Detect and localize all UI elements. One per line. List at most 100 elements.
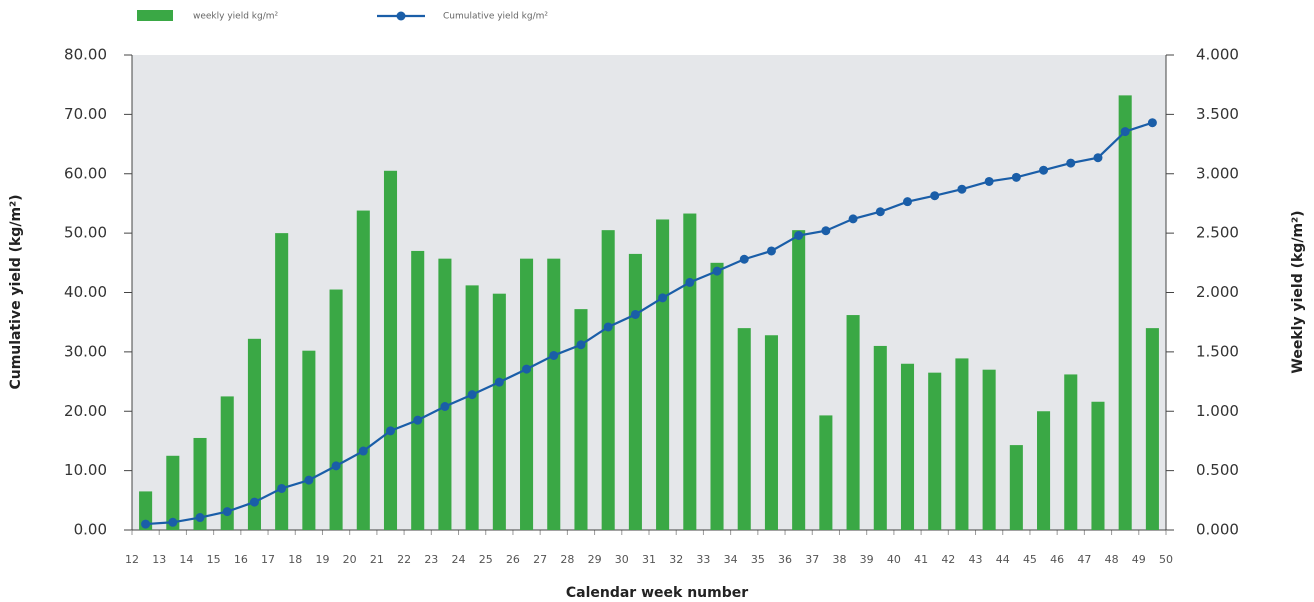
- y-tick-label: 0.00: [74, 521, 107, 539]
- x-tick-label: 23: [424, 553, 438, 566]
- bar: [465, 285, 479, 530]
- x-tick-label: 36: [778, 553, 792, 566]
- x-tick-label: 41: [914, 553, 928, 566]
- point: [794, 231, 804, 240]
- point: [522, 364, 532, 374]
- point: [494, 377, 504, 387]
- x-tick-label: 50: [1159, 553, 1173, 566]
- point: [903, 197, 912, 207]
- bar: [520, 258, 534, 530]
- point: [984, 176, 994, 186]
- x-tick-label: 35: [751, 553, 765, 566]
- bar: [1091, 401, 1105, 530]
- y2-tick-label: 3.000: [1196, 164, 1239, 182]
- bar: [166, 455, 180, 530]
- x-tick-label: 31: [642, 553, 656, 566]
- bar: [438, 258, 452, 530]
- y-tick-label: 40.00: [64, 283, 107, 301]
- point: [1093, 153, 1103, 163]
- x-tick-label: 24: [452, 553, 466, 566]
- point: [141, 519, 151, 529]
- bar: [193, 437, 207, 530]
- y2-tick-label: 4.000: [1196, 46, 1239, 64]
- x-tick-label: 18: [288, 553, 302, 566]
- bar: [492, 293, 506, 530]
- point: [848, 214, 858, 224]
- point: [630, 309, 640, 319]
- point: [739, 254, 749, 264]
- x-tick-label: 37: [805, 553, 819, 566]
- bar: [302, 350, 316, 530]
- bar: [1145, 328, 1159, 530]
- bar: [628, 253, 642, 530]
- y2-tick-label: 0.000: [1196, 521, 1239, 539]
- point: [1120, 127, 1130, 137]
- x-tick-label: 48: [1105, 553, 1119, 566]
- point: [685, 277, 695, 287]
- y-tick-label: 20.00: [64, 402, 107, 420]
- point: [195, 513, 205, 523]
- point: [930, 191, 940, 201]
- point: [304, 475, 314, 485]
- y2-tick-label: 1.000: [1196, 402, 1239, 420]
- legend-swatch: [137, 10, 173, 21]
- bar: [1037, 411, 1051, 530]
- point: [467, 390, 477, 400]
- point: [576, 340, 586, 350]
- bar: [900, 363, 915, 530]
- point: [712, 266, 722, 276]
- point: [277, 483, 287, 493]
- point: [821, 226, 831, 236]
- x-tick-label: 42: [941, 553, 955, 566]
- bar: [411, 250, 425, 530]
- point: [168, 517, 178, 527]
- x-tick-label: 26: [506, 553, 520, 566]
- x-tick-label: 15: [207, 553, 221, 566]
- x-tick-label: 40: [887, 553, 901, 566]
- point: [413, 415, 423, 425]
- bar: [547, 258, 561, 530]
- y2-tick-label: 0.500: [1196, 461, 1239, 479]
- bar: [329, 289, 343, 530]
- point: [249, 497, 259, 507]
- point: [1011, 172, 1021, 182]
- line: [145, 121, 1153, 526]
- x-tick-label: 38: [832, 553, 846, 566]
- x-axis-label: Calendar week number: [566, 585, 748, 601]
- x-tick-label: 28: [560, 553, 574, 566]
- point: [875, 207, 885, 217]
- y2-axis-label: Weekly yield (kg/m²): [1290, 210, 1306, 373]
- x-tick-label: 46: [1050, 553, 1064, 566]
- bar: [574, 309, 588, 530]
- x-tick-label: 17: [261, 553, 275, 566]
- x-tick-label: 34: [724, 553, 738, 566]
- x-tick-label: 12: [125, 553, 139, 566]
- x-tick-label: 47: [1077, 553, 1091, 566]
- x-tick-label: 25: [479, 553, 493, 566]
- y-tick-label: 70.00: [64, 105, 107, 123]
- bar: [819, 415, 833, 530]
- bar: [846, 315, 860, 530]
- y-axis-label: Cumulative yield (kg/m²): [8, 194, 24, 389]
- y-tick-label: 10.00: [64, 461, 107, 479]
- y2-tick-label: 3.500: [1196, 105, 1239, 123]
- point: [957, 184, 967, 194]
- y-tick-label: 80.00: [64, 46, 107, 64]
- point: [549, 350, 559, 360]
- point: [331, 461, 341, 471]
- bar: [955, 358, 969, 530]
- point: [766, 246, 776, 256]
- x-tick-label: 43: [969, 553, 983, 566]
- x-tick-label: 29: [588, 553, 602, 566]
- x-tick-label: 44: [996, 553, 1010, 566]
- x-tick-label: 13: [152, 553, 166, 566]
- x-tick-label: 32: [669, 553, 683, 566]
- bar: [982, 369, 996, 530]
- bar: [383, 170, 398, 530]
- x-tick-label: 49: [1132, 553, 1146, 566]
- point: [1039, 165, 1049, 175]
- x-tick-label: 21: [370, 553, 384, 566]
- legend-swatch: [396, 11, 406, 21]
- y2-tick-label: 2.500: [1196, 224, 1239, 242]
